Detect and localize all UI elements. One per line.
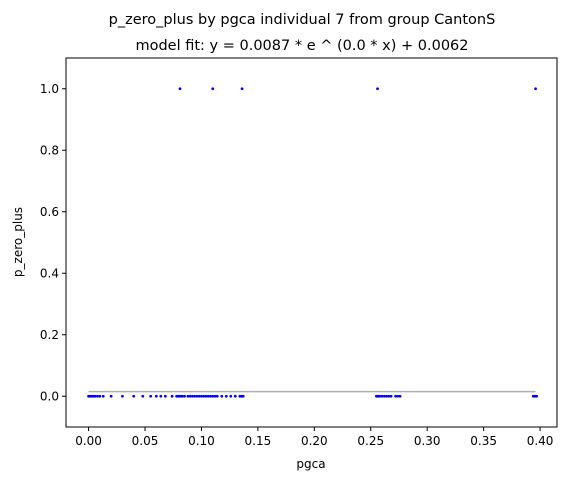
data-point: [96, 394, 100, 398]
data-point: [188, 394, 192, 398]
data-point: [378, 394, 382, 398]
plot-area-frame: [65, 57, 558, 428]
x-tick-label: 0.30: [414, 434, 441, 448]
data-point: [132, 394, 136, 398]
data-point: [191, 394, 194, 398]
data-point: [394, 394, 397, 398]
chart-subtitle: model fit: y = 0.0087 * e ^ (0.0 * x) + …: [135, 38, 468, 54]
data-point: [241, 394, 245, 398]
data-point: [149, 394, 153, 398]
points-layer: [87, 87, 539, 398]
data-point: [197, 394, 201, 398]
x-axis: 0.00 0.05 0.10 0.15 0.20 0.25 0.30 0.35 0.40: [75, 427, 553, 448]
data-point: [233, 394, 237, 398]
x-tick-label: 0.20: [301, 434, 328, 448]
data-point: [204, 394, 208, 398]
data-point: [193, 394, 197, 398]
data-point: [376, 87, 379, 91]
x-tick-label: 0.40: [527, 434, 554, 448]
data-point: [385, 394, 388, 398]
data-point: [141, 394, 145, 398]
y-tick-label: 0.2: [40, 328, 59, 342]
y-axis-label: p_zero_plus: [11, 207, 25, 277]
data-point: [213, 394, 217, 398]
data-point: [183, 394, 186, 398]
data-point: [163, 394, 167, 398]
data-point: [93, 394, 97, 398]
data-point: [180, 394, 184, 398]
data-point: [396, 394, 400, 398]
x-tick-label: 0.25: [357, 434, 384, 448]
data-point: [195, 394, 199, 398]
data-point: [240, 87, 244, 91]
data-point: [534, 87, 537, 91]
data-point: [159, 394, 163, 398]
x-tick-label: 0.35: [470, 434, 497, 448]
y-tick-label: 1.0: [40, 82, 59, 96]
data-point: [211, 87, 215, 91]
data-point: [109, 394, 113, 398]
data-point: [186, 394, 190, 398]
data-point: [224, 394, 228, 398]
x-axis-label: pgca: [296, 457, 325, 471]
data-point: [101, 394, 105, 398]
x-tick-label: 0.10: [188, 434, 215, 448]
data-point: [202, 394, 206, 398]
data-point: [209, 394, 212, 398]
data-point: [382, 394, 386, 398]
y-tick-label: 0.6: [40, 205, 59, 219]
data-point: [535, 394, 539, 398]
y-tick-label: 0.8: [40, 143, 59, 157]
data-point: [98, 394, 102, 398]
y-tick-label: 0.4: [40, 266, 59, 280]
data-point: [211, 394, 215, 398]
data-point: [389, 394, 393, 398]
data-point: [229, 394, 233, 398]
x-tick-label: 0.15: [245, 434, 272, 448]
data-point: [387, 394, 391, 398]
x-tick-label: 0.05: [132, 434, 159, 448]
data-point: [121, 394, 124, 398]
data-point: [380, 394, 384, 398]
x-tick-label: 0.00: [75, 434, 102, 448]
data-point: [206, 394, 210, 398]
data-point: [215, 394, 219, 398]
chart-title: p_zero_plus by pgca individual 7 from gr…: [109, 12, 496, 28]
y-axis: 0.0 0.2 0.4 0.6 0.8 1.0: [40, 82, 66, 403]
data-point: [154, 394, 158, 398]
y-tick-label: 0.0: [40, 389, 59, 403]
data-point: [178, 87, 182, 91]
data-point: [398, 394, 402, 398]
data-point: [220, 394, 224, 398]
data-point: [170, 394, 174, 398]
data-point: [200, 394, 203, 398]
